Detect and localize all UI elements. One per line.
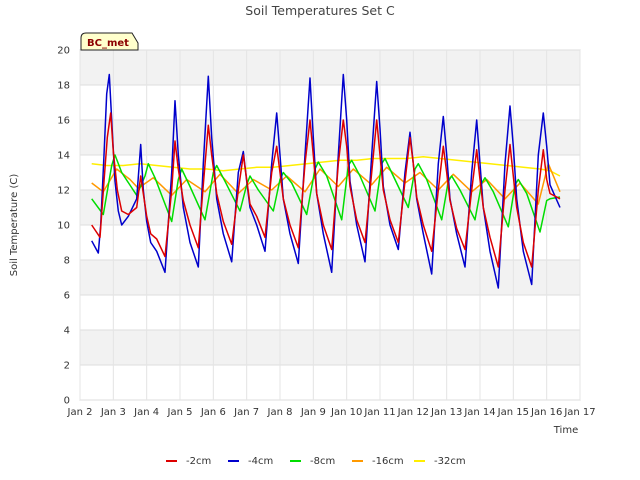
y-axis-ticks: 0 2 4 6 8 10 12 14 16 18 20 xyxy=(57,46,70,407)
y-tick-label: 18 xyxy=(57,81,70,92)
y-tick-label: 8 xyxy=(64,256,70,267)
x-tick-label: Jan 8 xyxy=(267,407,293,418)
x-tick-label: Jan 10 xyxy=(330,407,362,418)
background-band xyxy=(80,120,580,155)
x-tick-label: Jan 9 xyxy=(300,407,326,418)
x-tick-label: Jan 5 xyxy=(167,407,193,418)
y-tick-label: 4 xyxy=(64,326,70,337)
series-line-8cm xyxy=(91,154,561,233)
x-tick-label: Jan 14 xyxy=(463,407,495,418)
x-tick-label: Jan 15 xyxy=(497,407,529,418)
y-tick-label: 6 xyxy=(64,291,70,302)
x-axis-ticks: Jan 2 Jan 3 Jan 4 Jan 5 Jan 6 Jan 7 Jan 8 Jan 9… xyxy=(67,407,596,418)
station-badge-box xyxy=(80,32,139,51)
gridlines xyxy=(79,49,581,401)
y-tick-label: 20 xyxy=(57,46,70,57)
legend-label: -16cm xyxy=(372,456,404,467)
y-tick-label: 0 xyxy=(64,396,70,407)
series-line-2cm xyxy=(91,112,561,268)
y-tick-label: 2 xyxy=(64,361,70,372)
station-badge: BC_met xyxy=(80,32,139,51)
x-tick-label: Jan 3 xyxy=(100,407,126,418)
legend-item: -16cm xyxy=(352,456,404,467)
background-band xyxy=(80,50,580,85)
x-tick-label: Jan 16 xyxy=(530,407,562,418)
legend-item: -8cm xyxy=(290,456,335,467)
x-tick-label: Jan 17 xyxy=(563,407,595,418)
legend-item: -2cm xyxy=(166,456,211,467)
series-line-4cm xyxy=(91,73,561,289)
plot-background-bands xyxy=(80,50,580,365)
x-axis-label: Time xyxy=(553,425,578,436)
legend-item: -32cm xyxy=(414,456,466,467)
background-band xyxy=(80,330,580,365)
series-lines xyxy=(91,73,561,289)
legend: -2cm -4cm -8cm -16cm -32cm xyxy=(166,456,466,467)
x-tick-label: Jan 6 xyxy=(200,407,226,418)
y-tick-label: 10 xyxy=(57,221,70,232)
legend-label: -8cm xyxy=(310,456,335,467)
x-tick-label: Jan 4 xyxy=(133,407,159,418)
y-tick-label: 14 xyxy=(57,151,70,162)
legend-label: -2cm xyxy=(186,456,211,467)
y-tick-label: 12 xyxy=(57,186,70,197)
chart-title: Soil Temperatures Set C xyxy=(245,3,395,18)
station-badge-label: BC_met xyxy=(87,38,129,49)
background-band xyxy=(80,190,580,225)
series-line-32cm xyxy=(91,155,561,177)
y-tick-label: 16 xyxy=(57,116,70,127)
legend-item: -4cm xyxy=(228,456,273,467)
x-tick-label: Jan 2 xyxy=(67,407,93,418)
x-tick-label: Jan 7 xyxy=(233,407,259,418)
legend-label: -4cm xyxy=(248,456,273,467)
x-tick-label: Jan 13 xyxy=(430,407,462,418)
x-tick-label: Jan 11 xyxy=(363,407,395,418)
legend-label: -32cm xyxy=(434,456,466,467)
x-tick-label: Jan 12 xyxy=(397,407,429,418)
y-axis-label: Soil Temperature (C) xyxy=(9,174,20,277)
